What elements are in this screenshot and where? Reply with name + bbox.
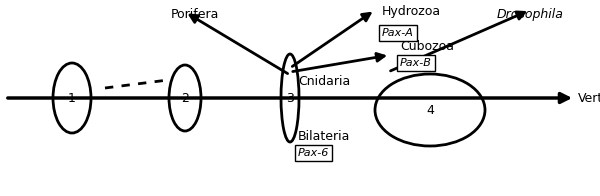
Text: Pax-B: Pax-B: [400, 58, 432, 68]
Text: Bilateria: Bilateria: [298, 130, 350, 143]
Text: Hydrozoa: Hydrozoa: [382, 5, 441, 18]
Text: Cnidaria: Cnidaria: [298, 75, 350, 88]
Text: Drosophila: Drosophila: [497, 8, 563, 21]
Text: Porifera: Porifera: [171, 8, 219, 21]
Text: 2: 2: [181, 92, 189, 104]
Text: Cubozoa: Cubozoa: [400, 40, 454, 53]
Text: Pax-6: Pax-6: [298, 148, 329, 158]
Text: Pax-A: Pax-A: [382, 28, 414, 38]
Text: Vertebrates: Vertebrates: [578, 92, 600, 104]
Text: 4: 4: [426, 103, 434, 116]
Text: 1: 1: [68, 92, 76, 104]
Text: 3: 3: [286, 92, 294, 104]
